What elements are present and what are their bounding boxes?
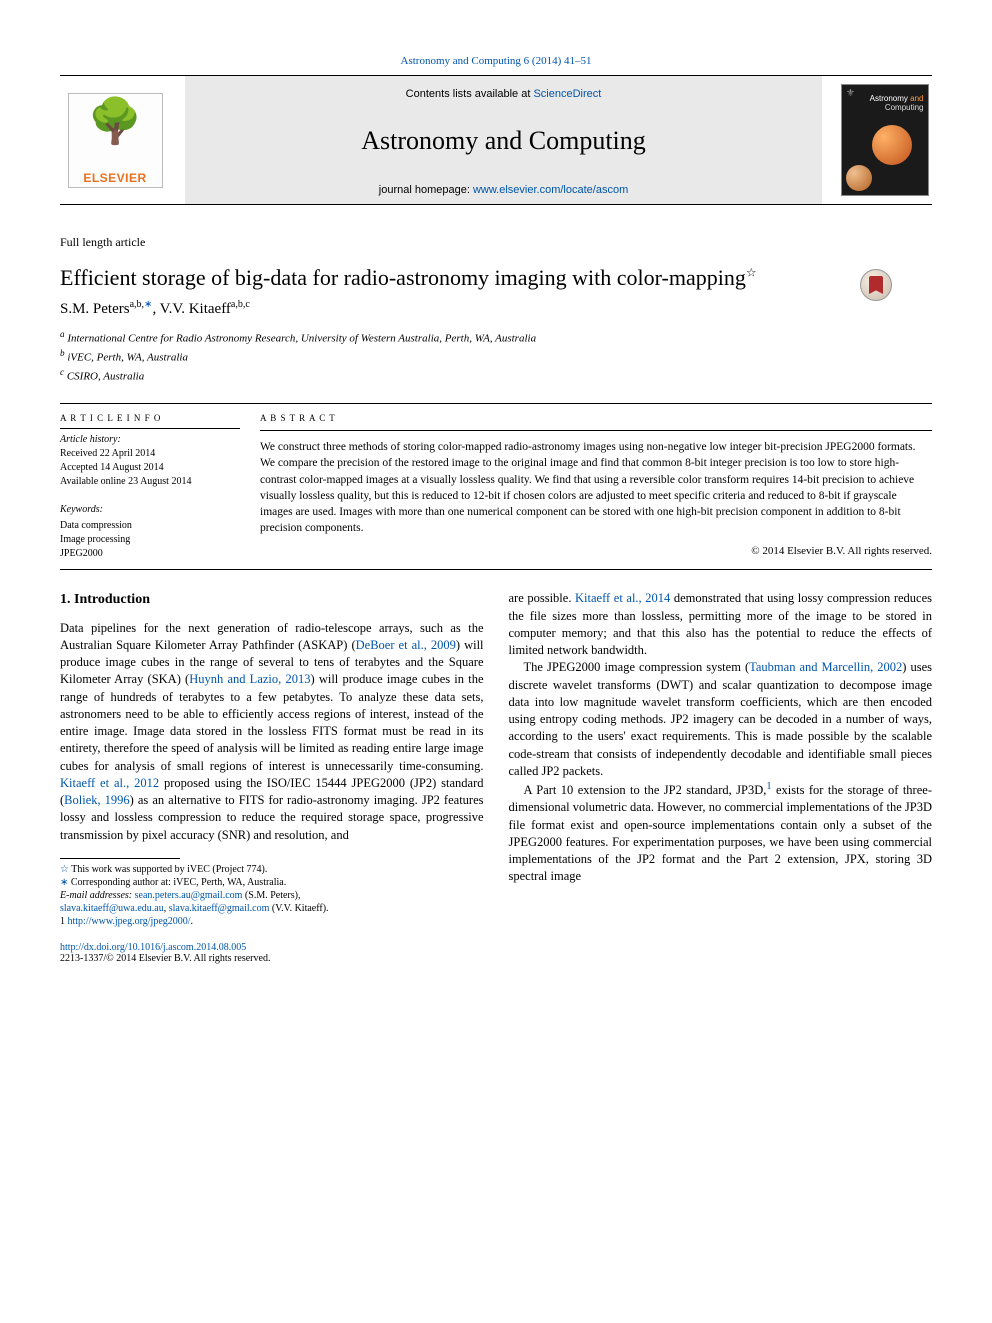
para-1: Data pipelines for the next generation o… xyxy=(60,620,484,844)
email-kitaeff-uwa[interactable]: slava.kitaeff@uwa.edu.au xyxy=(60,903,164,914)
p4a: A Part 10 extension to the JP2 standard,… xyxy=(524,783,767,797)
p1c: ) will produce image cubes in the range … xyxy=(60,672,484,772)
p2a: are possible. xyxy=(509,591,576,605)
affil-b: iVEC, Perth, WA, Australia xyxy=(67,351,188,363)
keywords-label: Keywords: xyxy=(60,503,240,517)
email-peters[interactable]: sean.peters.au@gmail.com xyxy=(135,890,243,901)
footnotes-block: ☆ This work was supported by iVEC (Proje… xyxy=(60,858,484,928)
fn-emails: E-mail addresses: sean.peters.au@gmail.c… xyxy=(60,889,484,915)
fn-funding-text: This work was supported by iVEC (Project… xyxy=(69,864,267,875)
affiliations: a International Centre for Radio Astrono… xyxy=(60,328,932,385)
fn1-link[interactable]: http://www.jpeg.org/jpeg2000/ xyxy=(68,916,191,927)
journal-cover-image[interactable]: ⚜ Astronomy and Computing xyxy=(841,84,929,196)
doi-link[interactable]: http://dx.doi.org/10.1016/j.ascom.2014.0… xyxy=(60,942,246,953)
elsevier-logo[interactable]: 🌳 ELSEVIER xyxy=(68,93,163,188)
cover-title: Astronomy and Computing xyxy=(870,95,924,113)
cite-taubman[interactable]: Taubman and Marcellin, 2002 xyxy=(749,660,902,674)
body-columns: 1. Introduction Data pipelines for the n… xyxy=(60,590,932,928)
meta-abstract-row: A R T I C L E I N F O Article history: R… xyxy=(60,412,932,562)
p3a: The JPEG2000 image compression system ( xyxy=(524,660,750,674)
cite-deboer[interactable]: DeBoer et al., 2009 xyxy=(356,638,456,652)
paper-title: Efficient storage of big-data for radio-… xyxy=(60,264,932,293)
fn-funding: ☆ This work was supported by iVEC (Proje… xyxy=(60,863,484,876)
citation-link[interactable]: Astronomy and Computing 6 (2014) 41–51 xyxy=(401,55,592,67)
section-1-heading: 1. Introduction xyxy=(60,590,484,609)
contents-available: Contents lists available at ScienceDirec… xyxy=(195,88,812,100)
abstract-heading: A B S T R A C T xyxy=(260,412,932,425)
article-info-heading: A R T I C L E I N F O xyxy=(60,412,240,425)
fn-1: 1 http://www.jpeg.org/jpeg2000/. xyxy=(60,915,484,928)
abstract-rule xyxy=(260,430,932,431)
history-received: Received 22 April 2014 xyxy=(60,447,240,461)
cover-title-word2: Computing xyxy=(885,103,924,112)
abstract-text: We construct three methods of storing co… xyxy=(260,439,932,536)
homepage-link[interactable]: www.elsevier.com/locate/ascom xyxy=(473,184,628,196)
cite-boliek[interactable]: Boliek, 1996 xyxy=(64,793,130,807)
journal-header: 🌳 ELSEVIER Contents lists available at S… xyxy=(60,75,932,205)
fn-corresponding: ∗ Corresponding author at: iVEC, Perth, … xyxy=(60,876,484,889)
issn-line: 2213-1337/© 2014 Elsevier B.V. All right… xyxy=(60,953,270,964)
history-accepted: Accepted 14 August 2014 xyxy=(60,461,240,475)
cite-huynh[interactable]: Huynh and Lazio, 2013 xyxy=(189,672,310,686)
rule-top xyxy=(60,403,932,404)
title-footnote-marker: ☆ xyxy=(746,266,757,280)
email2-who: (V.V. Kitaeff). xyxy=(269,903,328,914)
author-2-affil: a,b,c xyxy=(231,299,250,310)
email1-who: (S.M. Peters), xyxy=(242,890,300,901)
history-available: Available online 23 August 2014 xyxy=(60,475,240,489)
author-1-affil: a,b,∗ xyxy=(130,299,153,310)
footnote-rule xyxy=(60,858,180,859)
fn-corr-text: Corresponding author at: iVEC, Perth, WA… xyxy=(68,877,286,888)
cite-kitaeff2014[interactable]: Kitaeff et al., 2014 xyxy=(575,591,670,605)
affil-a: International Centre for Radio Astronomy… xyxy=(67,332,536,344)
author-1: S.M. Peters xyxy=(60,301,130,317)
keyword-0: Data compression xyxy=(60,519,240,533)
corr-star-icon: ∗ xyxy=(144,299,152,310)
author-2: V.V. Kitaeff xyxy=(160,301,231,317)
cite-kitaeff2012[interactable]: Kitaeff et al., 2012 xyxy=(60,776,159,790)
history-label: Article history: xyxy=(60,433,240,447)
rule-bottom xyxy=(60,569,932,570)
fn-star-icon: ☆ xyxy=(60,864,69,875)
cover-title-word1: Astronomy xyxy=(870,94,910,103)
article-info-col: A R T I C L E I N F O Article history: R… xyxy=(60,412,260,562)
top-citation: Astronomy and Computing 6 (2014) 41–51 xyxy=(60,55,932,67)
journal-homepage: journal homepage: www.elsevier.com/locat… xyxy=(195,184,812,196)
page-container: Astronomy and Computing 6 (2014) 41–51 🌳… xyxy=(0,0,992,994)
sciencedirect-link[interactable]: ScienceDirect xyxy=(533,88,601,100)
p3b: ) uses discrete wavelet transforms (DWT)… xyxy=(509,660,933,778)
fn-email-label: E-mail addresses: xyxy=(60,890,135,901)
para-4: A Part 10 extension to the JP2 standard,… xyxy=(509,780,933,886)
contents-prefix: Contents lists available at xyxy=(406,88,534,100)
fn1-label: 1 xyxy=(60,916,68,927)
email-kitaeff-gmail[interactable]: slava.kitaeff@gmail.com xyxy=(169,903,270,914)
homepage-prefix: journal homepage: xyxy=(379,184,473,196)
elsevier-brand-text: ELSEVIER xyxy=(83,171,146,187)
title-text: Efficient storage of big-data for radio-… xyxy=(60,265,746,290)
keyword-1: Image processing xyxy=(60,533,240,547)
info-rule xyxy=(60,428,240,429)
copyright-line: © 2014 Elsevier B.V. All rights reserved… xyxy=(260,544,932,559)
journal-title: Astronomy and Computing xyxy=(195,126,812,156)
cover-elsevier-mark-icon: ⚜ xyxy=(844,87,858,101)
authors-line: S.M. Petersa,b,∗, V.V. Kitaeffa,b,c xyxy=(60,299,932,318)
crossmark-icon[interactable] xyxy=(860,269,892,301)
section-label: Full length article xyxy=(60,235,932,250)
para-2: are possible. Kitaeff et al., 2014 demon… xyxy=(509,590,933,659)
journal-cover-box: ⚜ Astronomy and Computing xyxy=(837,76,932,204)
elsevier-tree-icon: 🌳 xyxy=(88,100,143,144)
cover-planet-icon xyxy=(872,125,912,165)
journal-banner: Contents lists available at ScienceDirec… xyxy=(185,76,822,204)
cover-title-and: and xyxy=(910,94,923,103)
p4b: exists for the storage of three-dimensio… xyxy=(509,783,933,883)
para-3: The JPEG2000 image compression system (T… xyxy=(509,659,933,780)
doi-block: http://dx.doi.org/10.1016/j.ascom.2014.0… xyxy=(60,942,932,964)
abstract-col: A B S T R A C T We construct three metho… xyxy=(260,412,932,562)
keyword-2: JPEG2000 xyxy=(60,547,240,561)
cover-planet2-icon xyxy=(846,165,872,191)
affil-c: CSIRO, Australia xyxy=(67,370,144,382)
publisher-logo-box: 🌳 ELSEVIER xyxy=(60,76,170,204)
